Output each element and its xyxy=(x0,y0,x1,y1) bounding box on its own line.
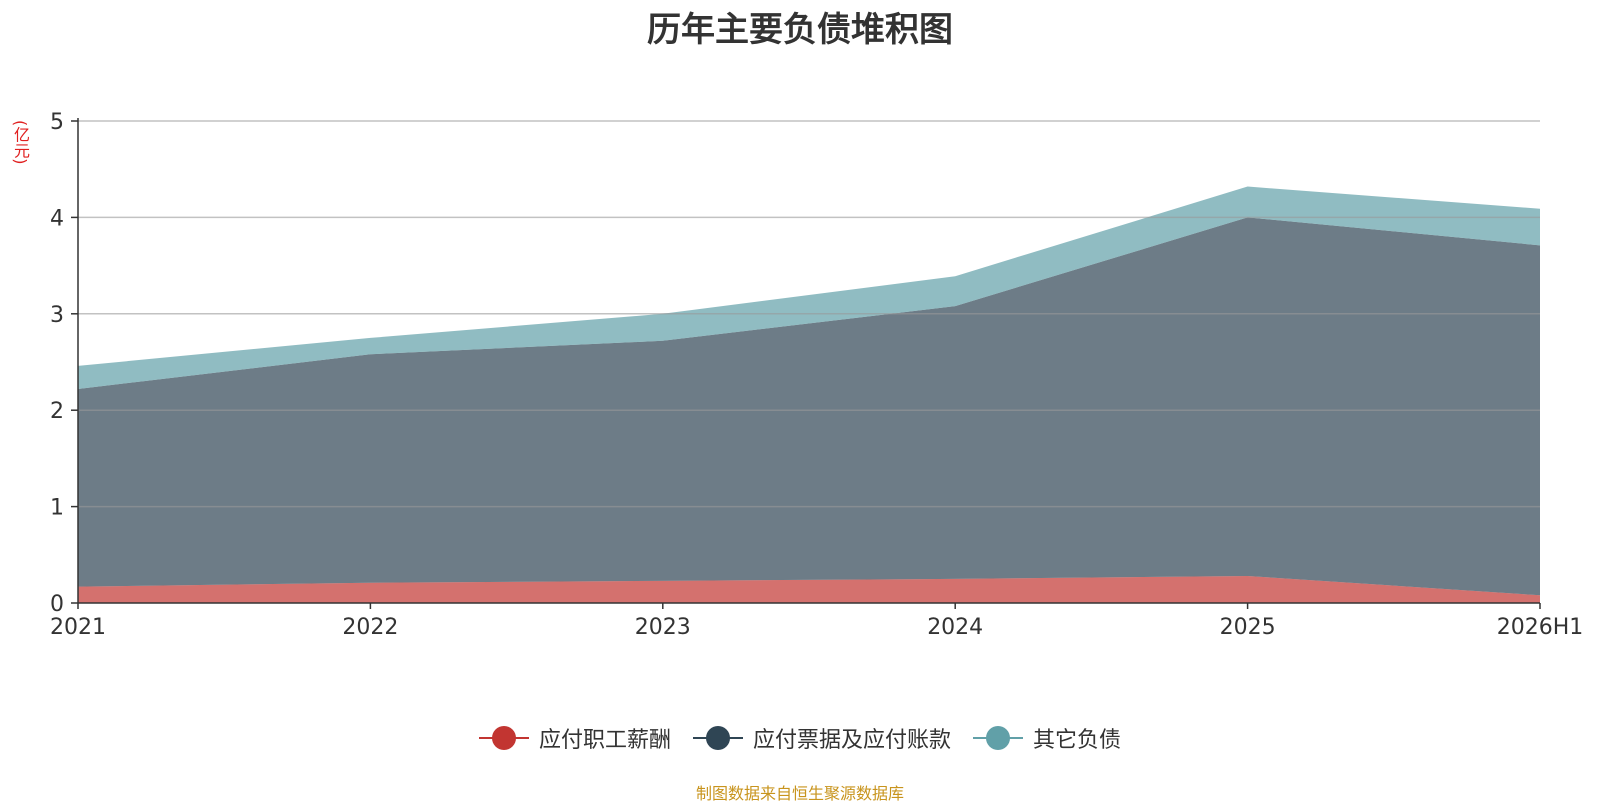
y-tick-label: 1 xyxy=(50,496,64,521)
legend-marker-icon xyxy=(973,726,1023,750)
legend-label: 应付票据及应付账款 xyxy=(752,728,951,753)
source-note: 制图数据来自恒生聚源数据库 xyxy=(695,784,904,803)
x-tick-label: 2026H1 xyxy=(1497,615,1584,640)
area-series-2 xyxy=(78,217,1540,596)
area-series-3 xyxy=(78,186,1540,389)
y-tick-label: 2 xyxy=(50,399,64,424)
legend-item[interactable]: 其它负债 xyxy=(973,722,1121,754)
y-tick-label: 3 xyxy=(50,303,64,328)
legend-marker-icon xyxy=(478,726,529,750)
x-tick-label: 2025 xyxy=(1220,615,1276,640)
legend-marker-icon xyxy=(692,726,743,750)
legend: 应付职工薪酬 应付票据及应付账款 其它负债 xyxy=(0,718,1600,758)
legend-label: 其它负债 xyxy=(1033,728,1122,753)
area-series-1 xyxy=(78,576,1540,603)
y-tick-label: 5 xyxy=(50,110,64,135)
y-axis-unit-label: (亿元) xyxy=(11,120,30,165)
legend-item[interactable]: 应付票据及应付账款 xyxy=(692,722,951,754)
x-tick-label: 2024 xyxy=(927,615,983,640)
plot-area: 0 1 2 3 4 5 2021 2022 2023 2024 2025 2026H1 xyxy=(50,110,1584,640)
y-tick-label: 4 xyxy=(50,206,64,231)
x-tick-label: 2022 xyxy=(342,615,398,640)
x-tick-label: 2023 xyxy=(635,615,691,640)
y-tick-label: 0 xyxy=(50,592,64,617)
legend-label: 应付职工薪酬 xyxy=(538,728,671,753)
legend-item[interactable]: 应付职工薪酬 xyxy=(478,722,671,754)
chart-title: 历年主要负债堆积图 xyxy=(647,10,953,50)
x-tick-label: 2021 xyxy=(50,615,106,640)
